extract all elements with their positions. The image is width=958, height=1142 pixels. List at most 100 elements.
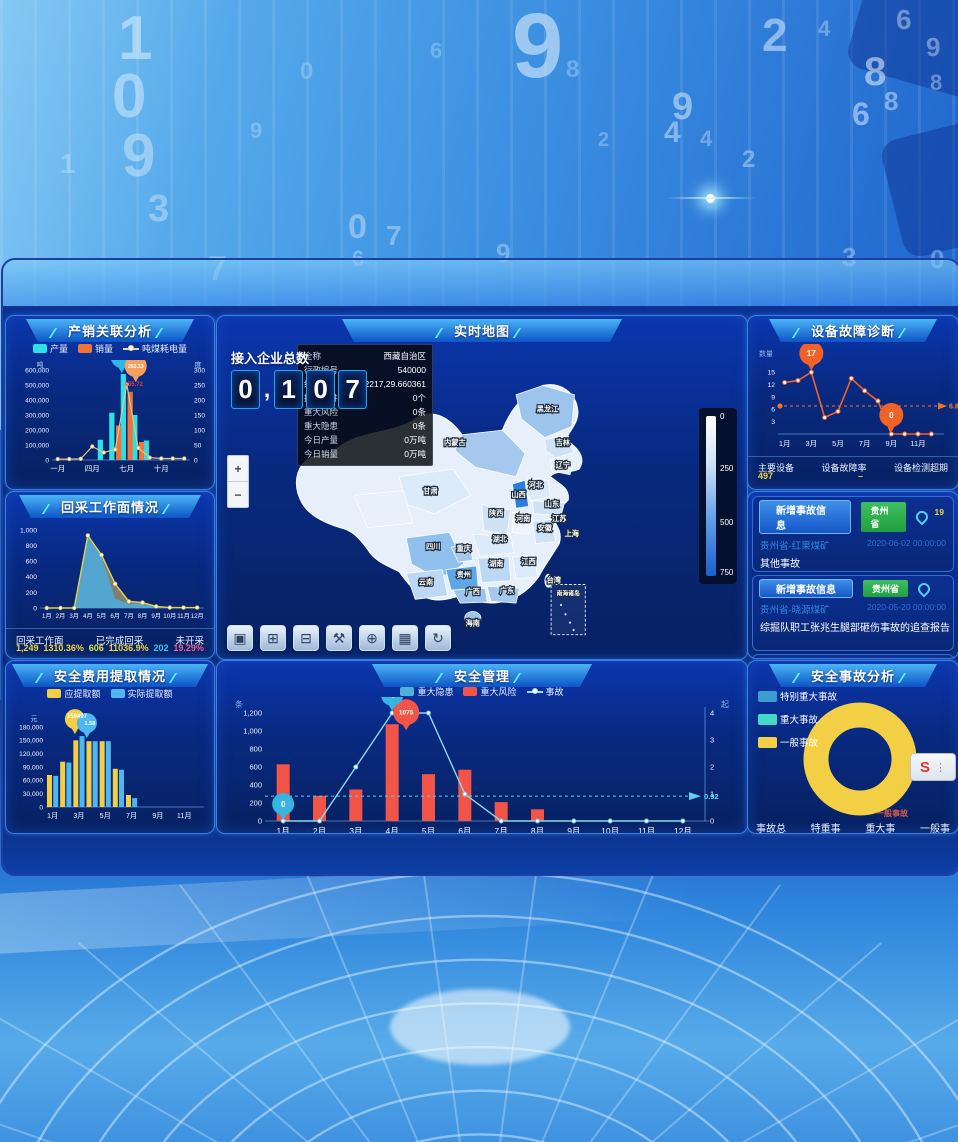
background-digit: 6 — [896, 4, 912, 35]
province-label-重庆[interactable]: 重庆 — [455, 543, 472, 555]
svg-text:4月: 4月 — [386, 826, 399, 833]
mine-name: 贵州省-红果煤矿 — [760, 541, 830, 552]
accident-analysis-footer: 事故总 特重事 重大事 一般事 — [748, 820, 958, 836]
province-label-河北[interactable]: 河北 — [526, 479, 544, 491]
legend-item[interactable]: 吨煤耗电量 — [123, 342, 187, 355]
province-label-辽宁[interactable]: 辽宁 — [554, 459, 571, 471]
header-slash-icon — [169, 673, 185, 683]
province-label-陕西[interactable]: 陕西 — [488, 507, 505, 519]
legend-item[interactable]: 事故 — [526, 685, 564, 698]
svg-text:5月: 5月 — [832, 439, 844, 448]
accident-description: 综掘队职工张兆生腿部砸伤事故的追查报告 — [760, 623, 950, 634]
legend-item[interactable]: 产量 — [32, 342, 68, 355]
refresh-icon[interactable]: ↻ — [425, 625, 451, 651]
panel-title-map: 实时地图 — [342, 319, 622, 342]
legend: 特别重大事故 重大事故一般事故 — [758, 689, 837, 758]
accident-card[interactable]: 新增事故信息 贵州省 19 贵州省-红果煤矿 2020-06-02 00:00:00 其他… — [752, 496, 954, 572]
province-label-河南[interactable]: 河南 — [514, 513, 532, 525]
province-label-内蒙古[interactable]: 内蒙古 — [443, 437, 468, 449]
zoom-in-button[interactable]: + — [227, 455, 249, 482]
svg-text:50: 50 — [194, 442, 202, 449]
panel-title-text: 实时地图 — [453, 324, 510, 339]
province-label-湖北[interactable]: 湖北 — [491, 533, 508, 545]
svg-text:7月: 7月 — [124, 613, 134, 620]
legend-item[interactable]: 重大隐患 — [400, 685, 453, 698]
collapse-icon[interactable]: ⊟ — [293, 625, 319, 651]
svg-text:12月: 12月 — [191, 613, 204, 620]
panel-accident-feed: 新增事故信息 贵州省 19 贵州省-红果煤矿 2020-06-02 00:00:00 其他… — [747, 491, 958, 659]
svg-text:90,000: 90,000 — [23, 764, 44, 771]
screenshot-widget[interactable]: S ⋮ — [910, 753, 956, 781]
province-label-海南[interactable]: 海南 — [464, 617, 481, 629]
province-label-湖南[interactable]: 湖南 — [488, 558, 505, 570]
background-digit: 1 — [118, 4, 153, 73]
accident-card[interactable]: 新增事故信息 贵州省 贵州省-晓源煤矿 2020-05-20 00:00:00 综掘队职… — [752, 575, 954, 651]
accident-info-button[interactable]: 新增事故信息 — [759, 500, 852, 534]
svg-text:9月: 9月 — [885, 439, 897, 448]
svg-text:3月: 3月 — [73, 811, 84, 820]
globe-icon[interactable]: ⊕ — [359, 625, 385, 651]
background-digit: 4 — [700, 126, 713, 151]
digit-box: 0 — [231, 370, 260, 409]
building-icon[interactable]: ▦ — [392, 625, 418, 651]
stat-label: 设备检测超期 — [893, 463, 948, 473]
footer-label: 重大事 — [865, 824, 896, 835]
province-label-黑龙江[interactable]: 黑龙江 — [536, 403, 561, 415]
province-label-台湾[interactable]: 台湾 — [545, 574, 562, 586]
mine-icon[interactable]: ⚒ — [326, 625, 352, 651]
svg-text:1月: 1月 — [42, 613, 52, 620]
svg-text:4: 4 — [710, 709, 714, 718]
svg-text:一般事故: 一般事故 — [876, 808, 909, 818]
province-label-山东[interactable]: 山东 — [544, 498, 561, 510]
svg-text:400: 400 — [26, 574, 38, 581]
province-label-云南[interactable]: 云南 — [418, 576, 435, 588]
colorbar-tick: 250 — [720, 464, 734, 473]
background-digit: 6 — [430, 38, 443, 63]
province-label-广西[interactable]: 广西 — [464, 585, 481, 597]
safety-mgmt-chart: 条 起 1,200 1,000 800 600 400 200 0 4 3 2 1 0 1月 2月 3月 4月 5月… — [235, 697, 729, 833]
province-label-广东[interactable]: 广东 — [499, 585, 516, 597]
province-label-贵州[interactable]: 贵州 — [455, 569, 472, 581]
svg-text:十月: 十月 — [154, 463, 169, 473]
province-label-山西[interactable]: 山西 — [510, 489, 527, 501]
svg-text:7月: 7月 — [859, 439, 871, 448]
svg-text:150,000: 150,000 — [19, 738, 43, 745]
svg-text:5月: 5月 — [100, 811, 111, 820]
zoom-out-button[interactable]: − — [227, 482, 249, 508]
accident-date: 2020-05-20 00:00:00 — [867, 602, 946, 612]
legend-item[interactable]: 重大风险 — [463, 685, 517, 698]
province-label-上海[interactable]: 上海 — [563, 528, 580, 540]
expand-icon[interactable]: ⊞ — [260, 625, 286, 651]
province-badge[interactable]: 贵州省 — [863, 580, 909, 597]
province-badge[interactable]: 贵州省 — [861, 502, 906, 532]
fullscreen-icon[interactable]: ▣ — [227, 625, 253, 651]
svg-text:12: 12 — [767, 382, 775, 389]
digit-box: 0 — [306, 370, 336, 409]
province-label-江西[interactable]: 江西 — [520, 556, 537, 568]
svg-text:11月: 11月 — [638, 826, 655, 833]
legend-item[interactable]: 一般事故 — [758, 735, 837, 749]
stat-label: 未开采 — [175, 636, 204, 647]
accident-info-button[interactable]: 新增事故信息 — [759, 579, 853, 598]
panel-title-text: 安全管理 — [453, 669, 510, 684]
province-label-四川[interactable]: 四川 — [425, 541, 442, 553]
province-label-甘肃[interactable]: 甘肃 — [422, 485, 439, 497]
svg-text:600,000: 600,000 — [25, 367, 49, 374]
background-digit: 8 — [864, 50, 887, 94]
province-label-安徽[interactable]: 安徽 — [536, 522, 553, 534]
svg-text:5月: 5月 — [97, 613, 107, 620]
footer-label: 一般事 — [919, 824, 950, 835]
background-digit: 8 — [566, 56, 580, 83]
province-label-吉林[interactable]: 吉林 — [554, 437, 571, 449]
widget-menu-icon: ⋮ — [935, 761, 946, 774]
legend-item[interactable]: 特别重大事故 — [758, 689, 837, 703]
province-label-江苏[interactable]: 江苏 — [551, 513, 568, 525]
legend-item[interactable]: 销量 — [77, 342, 113, 355]
accident-info-button[interactable]: 新增事故信息 — [759, 658, 853, 659]
legend-item[interactable]: 应提取额 — [47, 687, 101, 700]
glow-dot — [666, 194, 756, 203]
legend: 应提取额 实际提取额 — [6, 687, 214, 700]
legend-item[interactable]: 实际提取额 — [110, 687, 173, 700]
legend-item[interactable]: 重大事故 — [758, 712, 837, 726]
